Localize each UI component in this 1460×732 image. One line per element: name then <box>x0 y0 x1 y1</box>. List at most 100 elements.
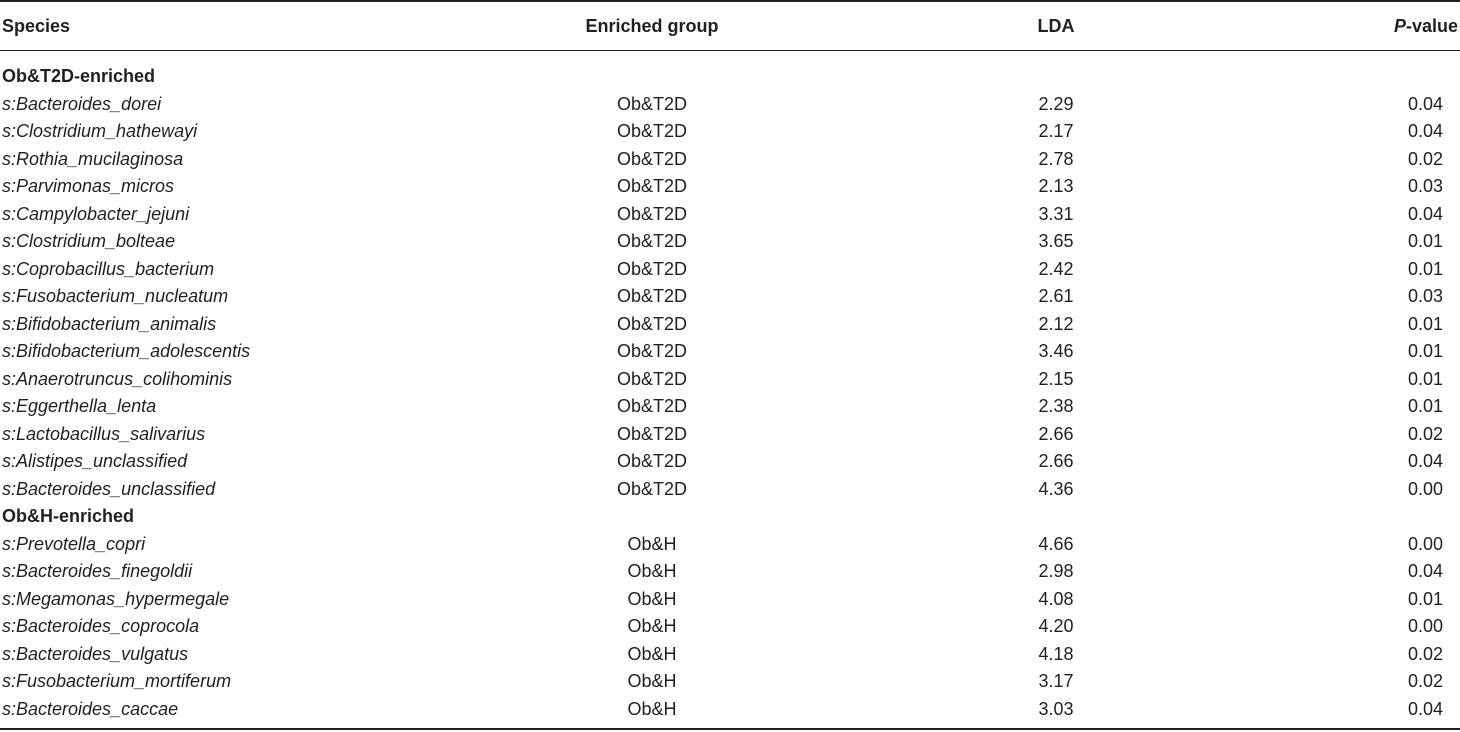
species-cell: s:Bifidobacterium_animalis <box>2 313 217 334</box>
species-cell: s:Bacteroides_finegoldii <box>2 561 193 581</box>
enriched-group-cell: Ob&T2D <box>616 231 688 251</box>
table-row: s:Campylobacter_jejuni Ob&T2D 3.31 0.04 <box>0 201 1460 228</box>
enriched-group-cell: Ob&T2D <box>616 451 688 471</box>
p-value-cell: 0.03 <box>1407 286 1443 306</box>
section-heading-row: Ob&T2D-enriched <box>0 63 1460 90</box>
species-cell: s:Fusobacterium_mortiferum <box>2 671 232 691</box>
table-row: s:Rothia_mucilaginosa Ob&T2D 2.78 0.02 <box>0 146 1460 173</box>
table-row: s:Prevotella_copri Ob&H 4.66 0.00 <box>0 531 1460 558</box>
p-value-cell: 0.02 <box>1407 643 1443 664</box>
lda-cell: 2.66 <box>1038 451 1074 471</box>
enriched-group-cell: Ob&H <box>627 643 677 664</box>
table-row: s:Alistipes_unclassified Ob&T2D 2.66 0.04 <box>0 448 1460 475</box>
p-value-cell: 0.01 <box>1407 231 1443 251</box>
table-row: s:Fusobacterium_nucleatum Ob&T2D 2.61 0.03 <box>0 283 1460 310</box>
enriched-group-cell: Ob&T2D <box>616 203 688 224</box>
section-title: Ob&T2D-enriched <box>2 66 156 86</box>
lda-cell: 2.78 <box>1038 148 1074 169</box>
enriched-group-cell: Ob&T2D <box>616 423 688 444</box>
p-value-italic-label: P <box>1393 16 1406 36</box>
table-row: s:Bacteroides_finegoldii Ob&H 2.98 0.04 <box>0 558 1460 585</box>
lda-cell: 4.18 <box>1038 643 1074 664</box>
enriched-group-cell: Ob&H <box>627 588 677 609</box>
lda-cell: 4.08 <box>1038 588 1074 609</box>
lda-cell: 3.31 <box>1038 203 1074 224</box>
enriched-group-cell: Ob&T2D <box>616 396 688 416</box>
p-value-cell: 0.04 <box>1407 698 1443 719</box>
p-value-cell: 0.04 <box>1407 561 1443 581</box>
lda-cell: 2.12 <box>1038 313 1074 334</box>
lda-cell: 2.98 <box>1038 561 1074 581</box>
table-row: s:Bacteroides_unclassified Ob&T2D 4.36 0.00 <box>0 476 1460 503</box>
section-title: Ob&H-enriched <box>2 506 135 526</box>
enriched-group-cell: Ob&H <box>627 533 677 554</box>
species-cell: s:Parvimonas_micros <box>2 176 175 196</box>
lda-cell: 2.15 <box>1038 368 1074 389</box>
lda-cell: 2.13 <box>1038 176 1074 196</box>
enriched-group-cell: Ob&T2D <box>616 313 688 334</box>
table-row: s:Eggerthella_lenta Ob&T2D 2.38 0.01 <box>0 393 1460 420</box>
enriched-group-cell: Ob&T2D <box>616 258 688 279</box>
section-heading-row: Ob&H-enriched <box>0 503 1460 530</box>
lda-cell: 4.36 <box>1038 478 1074 499</box>
table-row: s:Anaerotruncus_colihominis Ob&T2D 2.15 0.0… <box>0 366 1460 393</box>
species-cell: s:Alistipes_unclassified <box>2 451 188 471</box>
table-row: s:Clostridium_hathewayi Ob&T2D 2.17 0.04 <box>0 118 1460 145</box>
p-value-cell: 0.02 <box>1407 671 1443 691</box>
lda-cell: 4.20 <box>1038 616 1074 636</box>
p-value-cell: 0.01 <box>1407 313 1443 334</box>
species-cell: s:Lactobacillus_salivarius <box>2 423 206 444</box>
enriched-group-cell: Ob&T2D <box>616 176 688 196</box>
lda-cell: 2.42 <box>1038 258 1074 279</box>
enriched-group-cell: Ob&H <box>627 671 677 691</box>
lda-cell: 3.03 <box>1038 698 1074 719</box>
p-value-cell: 0.02 <box>1407 423 1443 444</box>
table-row: s:Bifidobacterium_animalis Ob&T2D 2.12 0.01 <box>0 311 1460 338</box>
table-row: s:Bacteroides_vulgatus Ob&H 4.18 0.02 <box>0 641 1460 668</box>
p-value-cell: 0.02 <box>1407 148 1443 169</box>
table-row: s:Parvimonas_micros Ob&T2D 2.13 0.03 <box>0 173 1460 200</box>
enriched-group-cell: Ob&T2D <box>616 341 688 361</box>
p-value-cell: 0.00 <box>1407 478 1443 499</box>
enriched-group-cell: Ob&T2D <box>616 478 688 499</box>
p-value-cell: 0.01 <box>1407 588 1443 609</box>
enriched-group-cell: Ob&T2D <box>616 368 688 389</box>
p-value-cell: 0.04 <box>1407 93 1443 114</box>
species-cell: s:Megamonas_hypermegale <box>2 588 230 609</box>
column-header-enriched-group: Enriched group <box>585 16 719 36</box>
lda-cell: 2.29 <box>1038 93 1074 114</box>
table-top-rule <box>0 0 1460 2</box>
enriched-group-cell: Ob&T2D <box>616 286 688 306</box>
species-cell: s:Clostridium_bolteae <box>2 231 176 251</box>
table-row: s:Bacteroides_caccae Ob&H 3.03 0.04 <box>0 696 1460 723</box>
table-header-rule <box>0 50 1460 51</box>
species-cell: s:Clostridium_hathewayi <box>2 121 198 141</box>
table-row: s:Bifidobacterium_adolescentis Ob&T2D 3.46… <box>0 338 1460 365</box>
column-header-lda: LDA <box>1037 16 1075 36</box>
p-value-suffix-label: -value <box>1405 16 1458 36</box>
species-cell: s:Bacteroides_coprocola <box>2 616 200 636</box>
lda-cell: 4.66 <box>1038 533 1074 554</box>
lda-cell: 3.17 <box>1038 671 1074 691</box>
table-row: s:Bacteroides_coprocola Ob&H 4.20 0.00 <box>0 613 1460 640</box>
table-row: s:Megamonas_hypermegale Ob&H 4.08 0.01 <box>0 586 1460 613</box>
p-value-cell: 0.00 <box>1407 616 1443 636</box>
enriched-group-cell: Ob&T2D <box>616 148 688 169</box>
species-cell: s:Coprobacillus_bacterium <box>2 258 215 279</box>
species-cell: s:Bacteroides_unclassified <box>2 478 216 499</box>
table-row: s:Bacteroides_dorei Ob&T2D 2.29 0.04 <box>0 91 1460 118</box>
enriched-group-cell: Ob&T2D <box>616 93 688 114</box>
enriched-group-cell: Ob&H <box>627 561 677 581</box>
species-cell: s:Bifidobacterium_adolescentis <box>2 341 251 361</box>
species-cell: s:Campylobacter_jejuni <box>2 203 190 224</box>
species-cell: s:Rothia_mucilaginosa <box>2 148 184 169</box>
p-value-cell: 0.01 <box>1407 368 1443 389</box>
enriched-group-cell: Ob&H <box>627 616 677 636</box>
table-row: s:Coprobacillus_bacterium Ob&T2D 2.42 0.01 <box>0 256 1460 283</box>
table-row: s:Fusobacterium_mortiferum Ob&H 3.17 0.02 <box>0 668 1460 695</box>
p-value-cell: 0.01 <box>1407 341 1443 361</box>
table-row: s:Clostridium_bolteae Ob&T2D 3.65 0.01 <box>0 228 1460 255</box>
species-cell: s:Prevotella_copri <box>2 533 146 554</box>
p-value-cell: 0.00 <box>1407 533 1443 554</box>
